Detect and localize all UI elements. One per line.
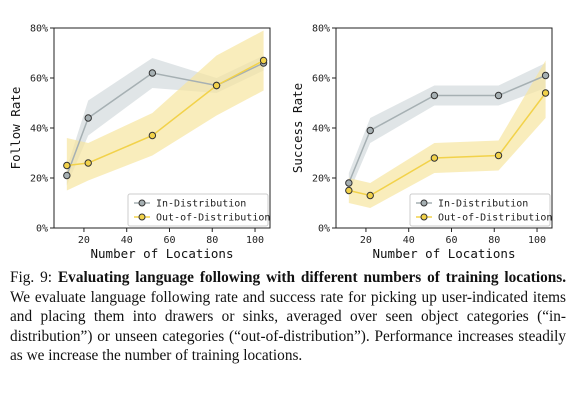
y-tick-label: 60% xyxy=(312,74,330,85)
legend-swatch-marker xyxy=(420,199,428,207)
y-tick-label: 40% xyxy=(30,124,48,135)
figure-caption: Fig. 9: Evaluating language following wi… xyxy=(10,268,566,366)
legend-box xyxy=(127,193,269,227)
y-tick-label: 80% xyxy=(312,24,330,35)
data-point xyxy=(366,191,374,200)
legend-swatch-marker xyxy=(138,213,146,221)
caption-title: Evaluating language following with diffe… xyxy=(57,269,567,286)
chart-2: 20 40 60 80 100 0% 20% 40% 60% 80% Number of Locat… xyxy=(290,24,553,261)
figure-charts: 20 40 60 80 100 0% 20% 40% 60% 80% Number of Locat… xyxy=(8,24,553,261)
data-point xyxy=(430,154,439,162)
legend-swatch-marker xyxy=(420,213,428,221)
data-point xyxy=(366,126,374,135)
y-tick-label: 80% xyxy=(30,24,48,35)
x-axis-label: Number of Locations xyxy=(91,246,234,261)
x-tick-label: 80 xyxy=(206,235,218,246)
legend-label: In-Distribution xyxy=(438,199,528,210)
data-point xyxy=(84,114,92,122)
chart-1: 20 40 60 80 100 0% 20% 40% 60% 80% Number of Locat… xyxy=(8,24,271,261)
x-axis-label: Number of Locations xyxy=(373,246,516,261)
data-point xyxy=(345,179,353,187)
data-point xyxy=(148,69,157,77)
data-point xyxy=(84,159,92,167)
data-point xyxy=(430,91,439,100)
y-axis-label: Follow Rate xyxy=(8,87,23,170)
y-tick-label: 40% xyxy=(312,124,330,135)
series-band-2 xyxy=(348,60,546,208)
x-tick-label: 60 xyxy=(445,235,457,246)
data-point xyxy=(63,171,71,180)
legend-label: Out-of-Distribution xyxy=(438,213,552,224)
x-tick-label: 60 xyxy=(163,235,175,246)
data-point xyxy=(345,186,353,195)
legend-label: Out-of-Distribution xyxy=(156,213,270,224)
legend: In-Distribution Out-of-Distribution xyxy=(409,193,552,227)
y-tick-label: 20% xyxy=(312,174,330,185)
caption-fig-label: Fig. 9: xyxy=(10,269,53,286)
data-point xyxy=(494,91,503,100)
data-point xyxy=(212,81,221,90)
x-tick-label: 20 xyxy=(360,235,372,246)
data-point xyxy=(259,56,268,65)
data-point xyxy=(541,71,550,80)
caption-body: We evaluate language following rate and … xyxy=(10,288,566,365)
x-tick-label: 100 xyxy=(246,235,264,246)
legend-swatch-marker xyxy=(138,199,146,207)
x-tick-label: 100 xyxy=(528,235,546,246)
data-point xyxy=(494,151,503,160)
x-tick-label: 80 xyxy=(488,235,500,246)
legend-box xyxy=(409,193,551,227)
x-tick-label: 40 xyxy=(403,235,415,246)
y-tick-label: 0% xyxy=(318,224,330,235)
x-tick-label: 40 xyxy=(121,235,133,246)
legend-label: In-Distribution xyxy=(156,199,246,210)
y-tick-label: 20% xyxy=(30,174,48,185)
legend: In-Distribution Out-of-Distribution xyxy=(127,193,270,227)
y-axis-label: Success Rate xyxy=(290,83,305,173)
y-tick-label: 0% xyxy=(36,224,48,235)
data-point xyxy=(541,89,550,97)
data-point xyxy=(148,131,157,140)
x-tick-label: 20 xyxy=(78,235,90,246)
data-point xyxy=(63,161,71,170)
y-tick-label: 60% xyxy=(30,74,48,85)
